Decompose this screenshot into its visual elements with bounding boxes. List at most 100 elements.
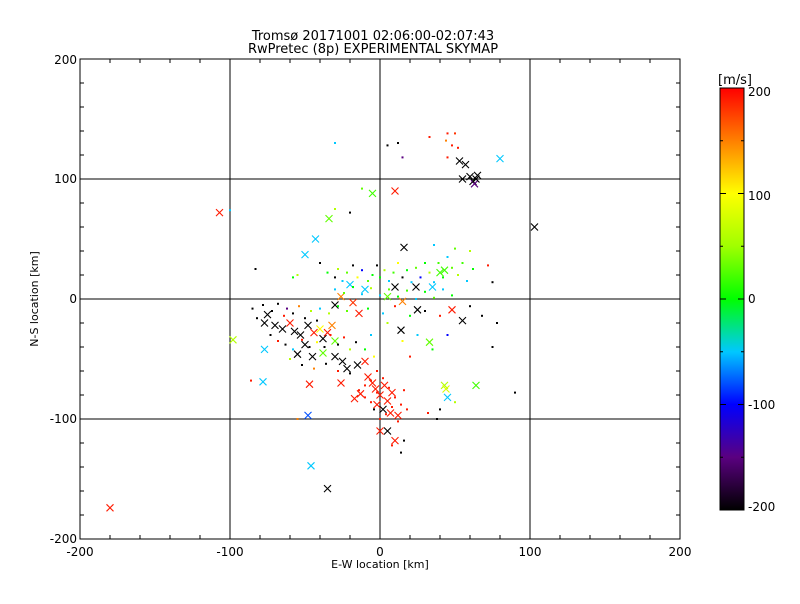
data-point-x <box>337 379 345 387</box>
data-point-dot <box>301 364 303 366</box>
data-point-dot <box>401 156 404 159</box>
data-point-dot <box>391 406 393 408</box>
data-point-dot <box>428 136 431 138</box>
data-point-dot <box>397 295 399 298</box>
colorbar-tick-label: -100 <box>748 398 775 412</box>
data-point-dot <box>334 288 336 291</box>
data-point-dot <box>382 312 384 315</box>
data-point-x <box>428 283 437 291</box>
data-point-dot <box>292 348 294 351</box>
data-point-dot <box>349 211 351 214</box>
data-point-x <box>337 292 345 301</box>
data-point-x <box>305 380 314 389</box>
colorbar-tick-labels: 200 100 0 -100 -200 <box>748 85 775 514</box>
data-point-dot <box>334 142 336 144</box>
data-point-dot <box>400 451 402 454</box>
data-point-x <box>397 326 405 335</box>
data-point-dot <box>382 377 384 380</box>
y-tick-labels: -200 -100 0 100 200 <box>50 53 77 546</box>
data-point-x <box>259 377 267 386</box>
x-tick-label: 100 <box>519 545 542 559</box>
data-point-x <box>373 400 381 409</box>
chart-title: Tromsø 20171001 02:06:00-02:07:43 <box>251 29 494 44</box>
data-point-x <box>301 250 309 259</box>
colorbar-tick-label: 100 <box>748 189 771 203</box>
data-point-dot <box>409 314 411 317</box>
chart-subtitle: RwPretec (8p) EXPERIMENTAL SKYMAP <box>248 42 498 57</box>
data-point-x <box>371 385 380 393</box>
data-point-x <box>308 352 317 361</box>
data-point-dot <box>491 346 494 348</box>
data-point-x <box>391 187 399 195</box>
data-point-x <box>286 319 294 327</box>
data-point-dot <box>310 310 312 312</box>
data-point-x <box>413 305 422 314</box>
data-point-dot <box>319 262 321 264</box>
data-point-dot <box>496 322 498 324</box>
data-point-x <box>530 223 539 231</box>
data-point-dot <box>298 305 300 308</box>
data-point-dot <box>346 310 348 312</box>
data-point-dot <box>409 355 411 358</box>
data-point-x <box>400 243 408 252</box>
data-point-x <box>331 352 339 361</box>
data-point-x <box>440 266 449 275</box>
data-point-x <box>364 373 372 381</box>
data-point-dot <box>472 268 474 270</box>
data-point-dot <box>424 310 426 312</box>
data-point-x <box>443 393 452 402</box>
data-point-x <box>458 175 467 183</box>
data-point-x <box>466 172 474 181</box>
data-point-x <box>356 389 365 398</box>
data-point-x <box>391 283 399 291</box>
data-point-x <box>311 235 320 243</box>
data-point-x <box>470 179 479 188</box>
data-point-dot <box>419 276 422 279</box>
data-point-x <box>263 310 272 319</box>
data-point-dot <box>376 264 378 267</box>
data-point-dot <box>370 334 372 336</box>
x-tick-labels: -200 -100 0 100 200 <box>66 545 691 559</box>
data-point-dot <box>424 290 426 293</box>
data-point-dot <box>251 307 254 310</box>
data-point-dot <box>361 269 363 272</box>
data-point-dot <box>491 281 494 284</box>
data-point-dot <box>356 276 359 279</box>
data-point-x <box>325 214 333 223</box>
data-point-x <box>442 385 450 393</box>
data-point-dot <box>391 444 393 447</box>
data-point-dot <box>406 289 408 292</box>
data-point-x <box>278 325 287 333</box>
data-point-dot <box>296 274 299 276</box>
data-point-x <box>301 340 309 349</box>
data-point-dot <box>446 334 449 336</box>
data-point-dot <box>445 139 447 142</box>
data-point-x <box>458 316 467 325</box>
data-point-dot <box>367 307 369 310</box>
data-point-dot <box>337 370 339 372</box>
data-point-dot <box>256 317 258 320</box>
colorbar-frame <box>719 87 745 511</box>
data-point-dot <box>433 244 435 246</box>
data-point-dot <box>289 358 291 360</box>
data-point-x <box>307 461 315 470</box>
data-point-dot <box>388 280 390 282</box>
data-point-dot <box>392 271 395 274</box>
x-tick-label: -200 <box>66 545 93 559</box>
data-point-x <box>293 350 302 359</box>
data-point-x <box>455 157 464 165</box>
y-tick-label: -100 <box>50 412 77 426</box>
data-point-dot <box>466 280 468 282</box>
data-point-dot <box>364 384 366 387</box>
data-point-dot <box>451 144 453 147</box>
data-point-x <box>343 364 351 373</box>
data-point-x <box>361 357 369 366</box>
data-point-dot <box>254 268 257 270</box>
data-point-dot <box>269 334 272 336</box>
data-point-x <box>496 154 504 163</box>
data-point-dot <box>416 334 419 336</box>
colorbar-ticks <box>719 87 745 511</box>
data-point-x <box>304 411 312 420</box>
data-point-dot <box>346 271 348 274</box>
